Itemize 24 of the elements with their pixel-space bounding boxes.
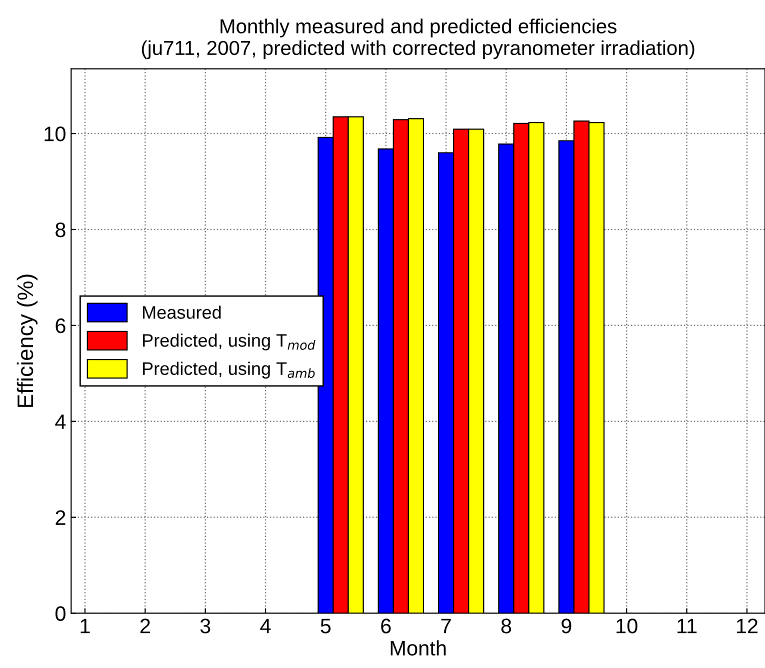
legend-label: Measured [143, 306, 221, 319]
y-tick-label: 6 [56, 318, 66, 334]
x-tick-label: 10 [616, 618, 638, 634]
x-tick-label: 1 [80, 618, 90, 634]
y-tick-label: 4 [55, 414, 66, 429]
y-tick-label: 2 [56, 510, 66, 525]
legend-label: Predicted, using T$_{mod}$ [143, 334, 316, 350]
y-axis-title: Efficiency (%) [16, 274, 38, 407]
y-tick-label: 10 [44, 126, 66, 142]
x-tick-label: 9 [562, 618, 572, 634]
legend-label: Predicted, using T$_{amb}$ [143, 362, 315, 379]
x-tick-label: 6 [381, 618, 391, 634]
x-tick-label: 4 [260, 618, 271, 634]
x-tick-label: 5 [320, 618, 331, 634]
chart-title: Monthly measured and predicted efficiencies (ju711, 2007, predicted with corrected pyranometer irradiation) [142, 18, 694, 60]
x-tick-label: 11 [678, 618, 697, 634]
x-tick-label: 8 [501, 618, 512, 634]
y-tick-label: 0 [56, 606, 66, 621]
x-tick-label: 2 [140, 618, 150, 634]
x-tick-label: 12 [736, 618, 758, 634]
y-tick-label: 8 [56, 222, 66, 238]
x-tick-label: 3 [200, 618, 210, 634]
x-axis-title: Month [390, 640, 446, 656]
x-tick-label: 7 [441, 618, 451, 634]
